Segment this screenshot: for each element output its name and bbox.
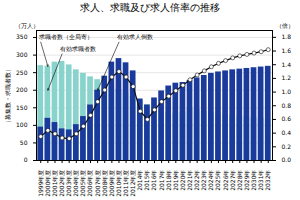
- svg-text:0.0: 0.0: [282, 156, 292, 163]
- svg-text:2001年度: 2001年度: [51, 170, 58, 197]
- svg-text:2000年度: 2000年度: [44, 170, 51, 197]
- svg-text:有効求人倒数: 有効求人倒数: [117, 33, 153, 40]
- svg-text:0.8: 0.8: [282, 102, 292, 109]
- html-text:求人、求職及び求人倍率の推移: 求人、求職及び求人倍率の推移: [80, 2, 220, 13]
- svg-text:求職者数（全局寄）: 求職者数（全局寄）: [39, 33, 93, 41]
- svg-text:2010年度: 2010年度: [115, 170, 122, 197]
- svg-text:0: 0: [24, 156, 28, 163]
- svg-text:2028年: 2028年: [236, 170, 243, 191]
- svg-text:2025年: 2025年: [214, 170, 221, 191]
- svg-text:0.2: 0.2: [282, 143, 292, 150]
- svg-text:2031年: 2031年: [257, 170, 264, 191]
- svg-text:2002年度: 2002年度: [58, 170, 65, 197]
- svg-text:（万人）: （万人）: [15, 22, 39, 30]
- svg-text:2023年: 2023年: [200, 170, 207, 191]
- svg-text:150: 150: [16, 104, 28, 111]
- svg-text:2007年度: 2007年度: [94, 170, 101, 197]
- svg-text:200: 200: [16, 86, 28, 93]
- svg-text:有効求職者数: 有効求職者数: [60, 45, 96, 52]
- svg-text:2012年度: 2012年度: [129, 170, 136, 197]
- svg-text:2003年度: 2003年度: [65, 170, 72, 197]
- svg-text:2030年: 2030年: [250, 170, 257, 191]
- svg-text:300: 300: [16, 51, 28, 58]
- svg-text:2016年: 2016年: [150, 170, 157, 191]
- svg-text:2014年: 2014年: [136, 170, 143, 191]
- svg-text:2027年: 2027年: [229, 170, 236, 191]
- svg-text:2022年: 2022年: [193, 170, 200, 191]
- svg-text:2004年度: 2004年度: [72, 170, 79, 197]
- svg-text:1.2: 1.2: [282, 74, 292, 81]
- svg-text:2011年度: 2011年度: [122, 170, 129, 197]
- svg-text:50: 50: [20, 139, 28, 146]
- svg-text:100: 100: [16, 121, 28, 128]
- svg-text:2019年: 2019年: [172, 170, 179, 191]
- svg-text:2006年度: 2006年度: [86, 170, 93, 197]
- svg-text:2021年: 2021年: [186, 170, 193, 191]
- svg-text:2005年度: 2005年度: [79, 170, 86, 197]
- svg-text:（募集数・求職者数）: （募集数・求職者数）: [4, 66, 12, 126]
- svg-text:1999年度: 1999年度: [37, 170, 44, 197]
- svg-text:2032年: 2032年: [264, 170, 271, 191]
- svg-text:1.8: 1.8: [282, 33, 292, 40]
- svg-text:2026年: 2026年: [222, 170, 229, 191]
- svg-text:2018年: 2018年: [165, 170, 172, 191]
- svg-text:1.4: 1.4: [282, 61, 292, 68]
- svg-text:0.4: 0.4: [282, 129, 292, 136]
- svg-text:2024年: 2024年: [207, 170, 214, 191]
- svg-text:2008年度: 2008年度: [101, 170, 108, 197]
- svg-text:350: 350: [16, 33, 28, 40]
- svg-text:2020年: 2020年: [179, 170, 186, 191]
- svg-text:250: 250: [16, 69, 28, 76]
- svg-text:2015年: 2015年: [143, 170, 150, 191]
- svg-text:（倍）: （倍）: [276, 22, 294, 30]
- svg-text:0.6: 0.6: [282, 115, 292, 122]
- svg-text:1.0: 1.0: [282, 88, 292, 95]
- svg-text:1.6: 1.6: [282, 47, 292, 54]
- svg-text:2017年: 2017年: [158, 170, 165, 191]
- svg-text:2029年: 2029年: [243, 170, 250, 191]
- svg-text:2009年度: 2009年度: [108, 170, 115, 197]
